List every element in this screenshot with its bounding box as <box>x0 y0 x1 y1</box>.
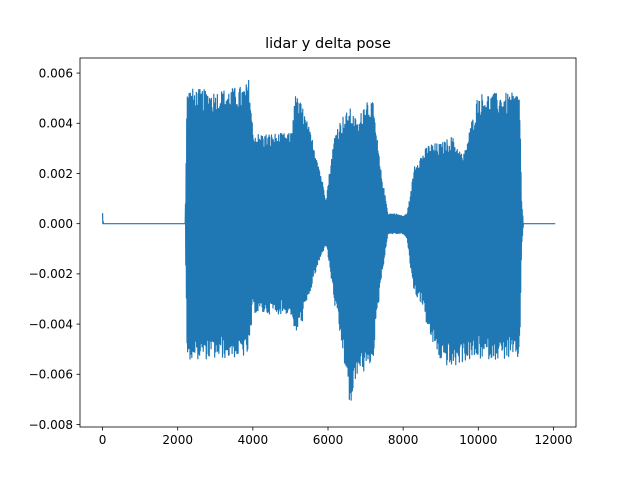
x-tick-label: 12000 <box>534 433 572 447</box>
chart-title: lidar y delta pose <box>265 36 391 52</box>
y-tick-label: 0.000 <box>39 217 73 231</box>
series-line <box>101 79 556 401</box>
x-tick-label: 10000 <box>459 433 497 447</box>
y-tick-label: 0.004 <box>39 117 73 131</box>
axes-frame <box>79 57 577 428</box>
y-axis: −0.008 −0.006 −0.004 −0.002 0.000 0.002 0.004 0… <box>29 66 80 432</box>
x-tick-label: 4000 <box>238 433 269 447</box>
y-tick-label: −0.004 <box>29 317 73 331</box>
x-axis: 0 2000 4000 6000 8000 10000 12000 <box>99 427 573 447</box>
y-tick-label: 0.006 <box>39 66 73 80</box>
x-tick-label: 6000 <box>313 433 344 447</box>
x-tick-label: 2000 <box>162 433 193 447</box>
x-tick-label: 8000 <box>388 433 419 447</box>
x-tick-label: 0 <box>99 433 107 447</box>
y-tick-label: −0.006 <box>29 368 73 382</box>
plot-area <box>101 79 556 401</box>
y-tick-label: −0.008 <box>29 418 73 432</box>
y-tick-label: 0.002 <box>39 167 73 181</box>
y-tick-label: −0.002 <box>29 267 73 281</box>
